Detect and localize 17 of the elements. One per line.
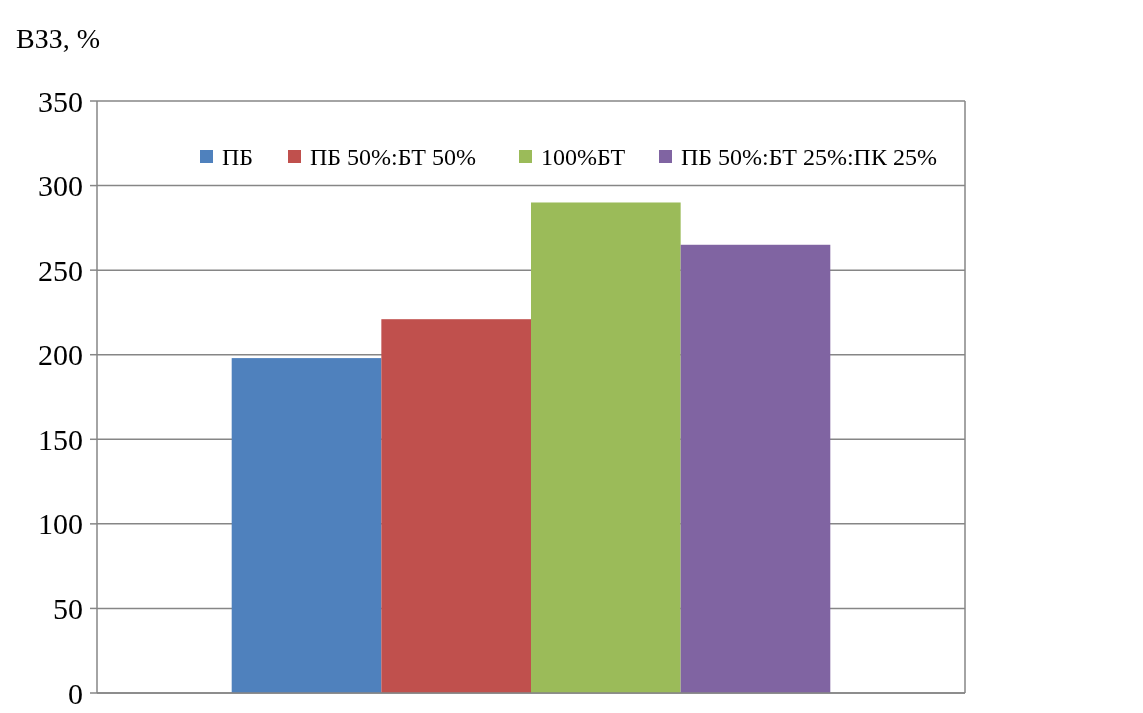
y-axis-title: ВЗЗ, % xyxy=(16,23,101,54)
bar xyxy=(680,244,831,693)
y-tick-label: 200 xyxy=(38,338,83,372)
y-tick-label: 50 xyxy=(53,591,83,625)
y-tick-label: 350 xyxy=(38,84,83,118)
legend-label: ПБ xyxy=(222,144,254,171)
bar xyxy=(531,202,681,693)
bar xyxy=(381,319,531,693)
legend-label: 100%БТ xyxy=(541,144,626,171)
y-tick-label: 0 xyxy=(68,676,83,710)
y-tick-label: 150 xyxy=(38,422,83,456)
y-tick-label: 300 xyxy=(38,169,83,203)
legend-label: ПБ 50%:БТ 50% xyxy=(310,144,476,171)
y-tick-label: 250 xyxy=(38,253,83,287)
y-tick-label: 100 xyxy=(38,507,83,541)
bar xyxy=(231,358,382,693)
legend-label: ПБ 50%:БТ 25%:ПК 25% xyxy=(681,144,937,171)
